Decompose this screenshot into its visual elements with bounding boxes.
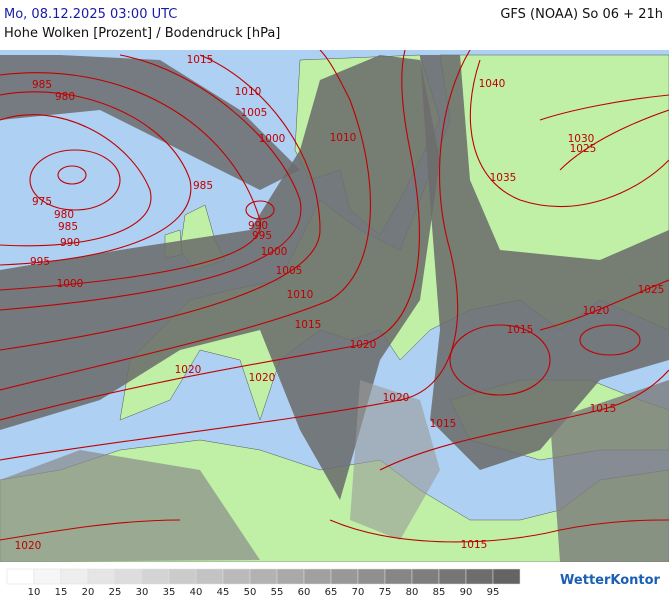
isobar-label: 1040 xyxy=(479,78,506,90)
isobar-label: 1030 xyxy=(568,133,595,145)
legend-swatch xyxy=(438,568,467,585)
legend-swatch xyxy=(60,568,89,585)
legend-label: 10 xyxy=(28,587,41,598)
isobar-label: 980 xyxy=(55,91,75,103)
legend-swatch xyxy=(87,568,116,585)
isobar-label: 1010 xyxy=(330,132,357,144)
legend: 10 15 20 25 30 35 40 45 50 55 60 65 70 75 80 85 90 95 xyxy=(6,568,521,598)
isobar-label: 1010 xyxy=(235,86,262,98)
legend-swatch xyxy=(222,568,251,585)
isobar-label: 1010 xyxy=(287,289,314,301)
subtitle: Hohe Wolken [Prozent] / Bodendruck [hPa] xyxy=(4,26,281,41)
isobar-label: 1020 xyxy=(175,364,202,376)
legend-swatch xyxy=(492,568,521,585)
logo: WetterKontor xyxy=(560,573,661,588)
isobar-label: 1025 xyxy=(638,284,665,296)
isobar-label: 995 xyxy=(252,230,272,242)
isobar-label: 1015 xyxy=(430,418,457,430)
legend-label: 55 xyxy=(271,587,284,598)
legend-swatch xyxy=(114,568,143,585)
legend-label: 30 xyxy=(136,587,149,598)
isobar-label: 1015 xyxy=(590,403,617,415)
legend-swatch xyxy=(411,568,440,585)
legend-label: 50 xyxy=(244,587,257,598)
legend-swatch xyxy=(249,568,278,585)
isobar-label: 1020 xyxy=(383,392,410,404)
legend-swatch xyxy=(33,568,62,585)
legend-swatch xyxy=(384,568,413,585)
legend-label: 40 xyxy=(190,587,203,598)
isobar-label: 975 xyxy=(32,196,52,208)
legend-label: 15 xyxy=(55,587,68,598)
legend-label: 85 xyxy=(433,587,446,598)
legend-swatch xyxy=(357,568,386,585)
legend-swatch xyxy=(465,568,494,585)
legend-swatch xyxy=(141,568,170,585)
isobar-label: 1015 xyxy=(461,539,488,551)
legend-label: 35 xyxy=(163,587,176,598)
legend-swatch xyxy=(6,568,35,585)
legend-label: 65 xyxy=(325,587,338,598)
isobar-label: 1020 xyxy=(350,339,377,351)
isobar-label: 1025 xyxy=(570,143,597,155)
isobar-label: 990 xyxy=(60,237,80,249)
legend-label: 20 xyxy=(82,587,95,598)
isobar-label: 1005 xyxy=(276,265,303,277)
isobars xyxy=(0,50,669,543)
isobar-label: 1015 xyxy=(507,324,534,336)
isobar-label: 985 xyxy=(193,180,213,192)
isobar-label: 990 xyxy=(248,220,268,232)
legend-label: 25 xyxy=(109,587,122,598)
legend-label: 60 xyxy=(298,587,311,598)
isobar-label: 1020 xyxy=(15,540,42,552)
isobar-label: 980 xyxy=(54,209,74,221)
legend-label: 70 xyxy=(352,587,365,598)
legend-swatch xyxy=(303,568,332,585)
legend-swatch xyxy=(330,568,359,585)
isobar-label: 1035 xyxy=(490,172,517,184)
legend-label: 95 xyxy=(487,587,500,598)
legend-swatch xyxy=(276,568,305,585)
isobar-label: 1020 xyxy=(249,372,276,384)
isobar-label: 1005 xyxy=(241,107,268,119)
isobar-label: 985 xyxy=(58,221,78,233)
legend-label: 45 xyxy=(217,587,230,598)
legend-label: 80 xyxy=(406,587,419,598)
legend-swatch xyxy=(195,568,224,585)
isobar-label: 1015 xyxy=(295,319,322,331)
isobar-label: 1000 xyxy=(57,278,84,290)
legend-label: 75 xyxy=(379,587,392,598)
clouds xyxy=(0,55,669,562)
isobar-label: 985 xyxy=(32,79,52,91)
isobar-label: 1000 xyxy=(259,133,286,145)
legend-label: 90 xyxy=(460,587,473,598)
isobar-label: 1020 xyxy=(583,305,610,317)
isobar-label: 995 xyxy=(30,256,50,268)
legend-swatch xyxy=(168,568,197,585)
model-run: GFS (NOAA) So 06 + 21h xyxy=(500,7,663,22)
datetime: Mo, 08.12.2025 03:00 UTC xyxy=(4,7,178,22)
isobar-label: 1000 xyxy=(261,246,288,258)
isobar-label: 1015 xyxy=(187,54,214,66)
